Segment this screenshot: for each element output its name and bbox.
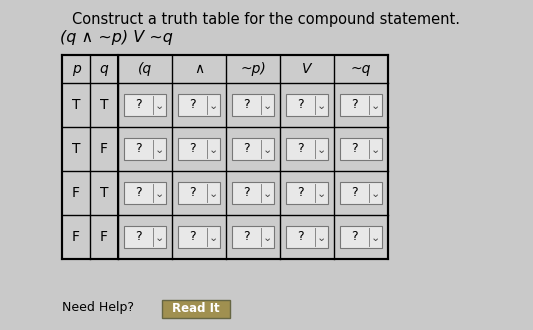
Bar (178, 138, 220, 160)
Text: ?: ? (351, 186, 358, 200)
Text: T: T (100, 186, 108, 200)
Text: T: T (100, 98, 108, 112)
Text: ~q: ~q (351, 62, 371, 76)
Text: ?: ? (243, 230, 250, 244)
Text: ⌄: ⌄ (209, 101, 218, 111)
Text: ⌄: ⌄ (155, 145, 164, 155)
Text: ?: ? (351, 143, 358, 155)
Text: ⌄: ⌄ (371, 145, 380, 155)
Text: (q ∧ ~p) V ~q: (q ∧ ~p) V ~q (60, 30, 173, 45)
Text: ⌄: ⌄ (209, 145, 218, 155)
Text: F: F (72, 230, 80, 244)
Bar (286, 94, 328, 116)
Bar (340, 182, 382, 204)
Bar (124, 138, 166, 160)
Text: Need Help?: Need Help? (62, 302, 134, 314)
Text: V: V (302, 62, 312, 76)
Bar (124, 94, 166, 116)
Bar (62, 55, 388, 259)
Bar (232, 138, 274, 160)
Text: ?: ? (189, 230, 196, 244)
Text: ⌄: ⌄ (263, 233, 272, 243)
Text: ?: ? (135, 230, 142, 244)
Bar (162, 300, 230, 318)
Text: ⌄: ⌄ (317, 233, 326, 243)
Bar (340, 138, 382, 160)
Text: ?: ? (189, 143, 196, 155)
Text: ⌄: ⌄ (371, 233, 380, 243)
Text: ?: ? (135, 143, 142, 155)
Bar (178, 94, 220, 116)
Bar (286, 182, 328, 204)
Text: ?: ? (351, 230, 358, 244)
Text: (q: (q (138, 62, 152, 76)
Text: T: T (72, 98, 80, 112)
Text: ?: ? (351, 98, 358, 112)
Text: ?: ? (297, 98, 304, 112)
Text: ?: ? (297, 143, 304, 155)
Bar (232, 182, 274, 204)
Text: ⌄: ⌄ (317, 145, 326, 155)
Bar (62, 55, 388, 259)
Bar (232, 94, 274, 116)
Text: ~p): ~p) (240, 62, 266, 76)
Text: ⌄: ⌄ (155, 189, 164, 199)
Text: Read It: Read It (172, 303, 220, 315)
Text: ∧: ∧ (194, 62, 204, 76)
Bar (124, 182, 166, 204)
Text: F: F (72, 186, 80, 200)
Text: ⌄: ⌄ (155, 233, 164, 243)
Text: ?: ? (243, 98, 250, 112)
Text: ?: ? (135, 98, 142, 112)
Text: q: q (100, 62, 108, 76)
Text: ⌄: ⌄ (209, 189, 218, 199)
Bar (340, 94, 382, 116)
Text: ?: ? (243, 186, 250, 200)
Text: ?: ? (297, 186, 304, 200)
Bar (124, 226, 166, 248)
Text: ?: ? (135, 186, 142, 200)
Text: F: F (100, 230, 108, 244)
Bar (178, 226, 220, 248)
Text: ⌄: ⌄ (317, 101, 326, 111)
Text: ⌄: ⌄ (155, 101, 164, 111)
Bar (340, 226, 382, 248)
Text: T: T (72, 142, 80, 156)
Text: ⌄: ⌄ (263, 145, 272, 155)
Text: ⌄: ⌄ (209, 233, 218, 243)
Text: ⌄: ⌄ (371, 101, 380, 111)
Text: ⌄: ⌄ (263, 189, 272, 199)
Text: ?: ? (243, 143, 250, 155)
Bar (232, 226, 274, 248)
Text: ⌄: ⌄ (263, 101, 272, 111)
Text: ⌄: ⌄ (317, 189, 326, 199)
Text: p: p (71, 62, 80, 76)
Text: Construct a truth table for the compound statement.: Construct a truth table for the compound… (72, 12, 460, 27)
Bar (178, 182, 220, 204)
Text: F: F (100, 142, 108, 156)
Bar (286, 138, 328, 160)
Text: ?: ? (297, 230, 304, 244)
Bar (286, 226, 328, 248)
Text: ?: ? (189, 186, 196, 200)
Text: ?: ? (189, 98, 196, 112)
Text: ⌄: ⌄ (371, 189, 380, 199)
